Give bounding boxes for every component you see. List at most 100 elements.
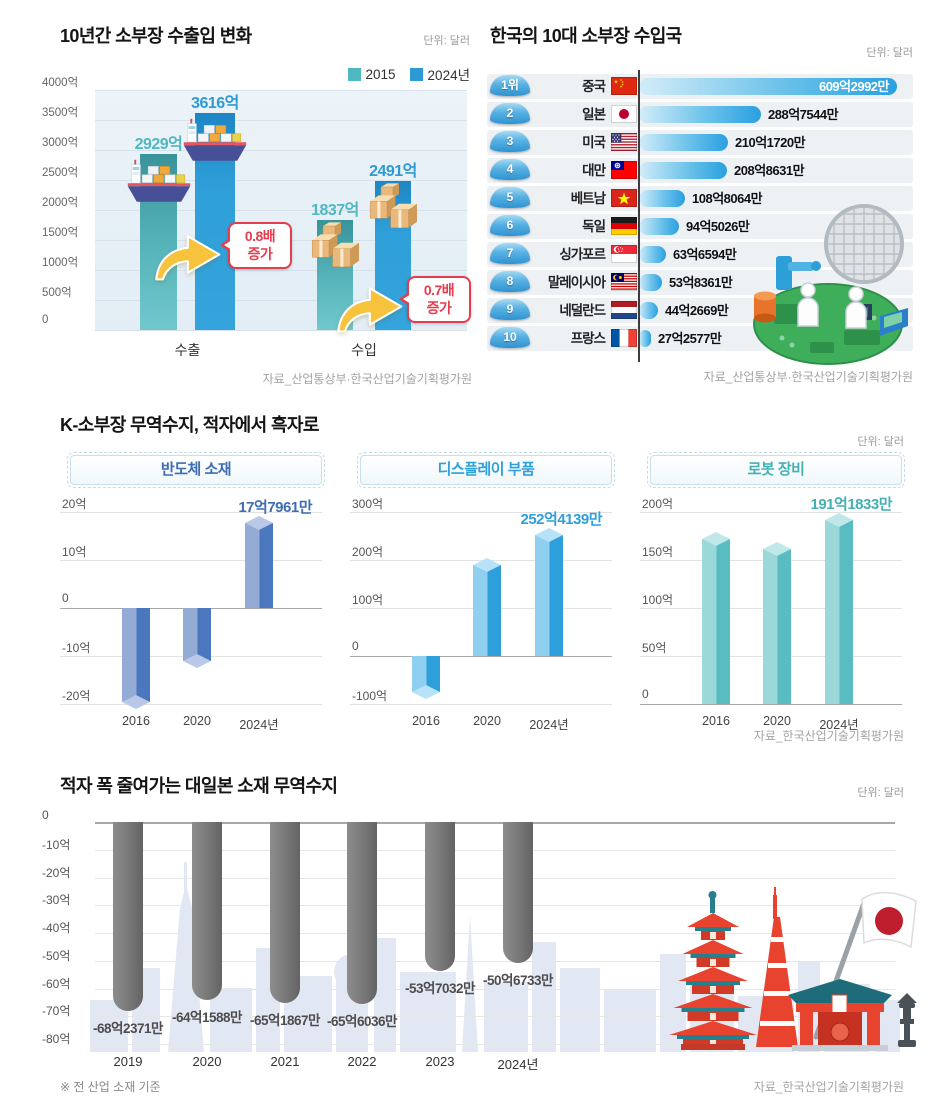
x-axis-label: 2023	[425, 1054, 455, 1069]
gridline	[95, 300, 467, 301]
y-axis-tick: 3000억	[42, 137, 79, 149]
flag-fr-icon	[611, 329, 637, 347]
country-name: 말레이시아	[547, 275, 606, 290]
flag-cn-icon	[611, 77, 637, 95]
flag-vn-icon	[611, 189, 637, 207]
y-axis-tick: 200억	[642, 497, 674, 511]
bar-top-face	[825, 513, 853, 527]
grouped-bar-chart: 4000억 3500억 3000억 2500억 2000억 1500억 1000억 500억 0…	[42, 77, 471, 358]
rank-row-대만: 4 대만 208억8631만	[487, 158, 913, 183]
bar-2016	[702, 532, 730, 704]
callout-line2: 증가	[247, 245, 273, 262]
y-axis-tick: 3500억	[42, 107, 79, 119]
bar-top-face	[245, 516, 273, 530]
category-label: 수입	[351, 342, 377, 358]
legend-swatch	[347, 67, 361, 81]
value-label: 288억7544만	[768, 107, 839, 122]
rank-badge: 4	[490, 159, 530, 180]
x-axis-label: 2020	[183, 714, 211, 728]
bar-2021	[270, 822, 300, 1003]
value-label: 53억8361만	[669, 275, 733, 290]
gridline	[350, 512, 612, 513]
ship-icon	[123, 156, 195, 213]
country-name: 베트남	[570, 191, 606, 206]
bar-value-label: -65억1867만	[250, 1013, 320, 1028]
gridline	[95, 960, 895, 962]
rank-badge: 8	[490, 271, 530, 292]
flag-my-icon	[611, 273, 637, 291]
y-axis-tick: -20억	[42, 865, 71, 880]
highlight-value-label: 191억1833만	[810, 496, 893, 513]
y-axis-tick: 50억	[642, 641, 667, 655]
x-axis-label: 2016	[412, 714, 440, 728]
x-axis-label: 2024년	[239, 718, 279, 732]
y-axis-tick: 1000억	[42, 257, 79, 269]
unit-label: 단위: 달러	[866, 47, 913, 59]
y-axis-tick: 150억	[642, 545, 674, 559]
highlight-value-label: 17억7961만	[238, 499, 312, 516]
legend-item: 2024년	[409, 64, 470, 84]
bar-2023	[425, 822, 455, 971]
legend-label: 2024년	[427, 68, 470, 83]
bar-2024년	[503, 822, 533, 963]
gridline	[95, 150, 467, 151]
y-axis-tick: -100억	[352, 689, 388, 703]
y-axis-tick: -80억	[42, 1032, 71, 1046]
bar-chart: 200억 150억 100억 50억 0 2016 2020 2024년 191억1833만	[640, 496, 902, 732]
bar-value-label: 2491억	[369, 163, 417, 180]
value-bar	[639, 162, 727, 179]
legend: 2015 2024년	[347, 64, 470, 84]
footnote: ※ 전 산업 소재 기준	[60, 1080, 161, 1094]
x-axis-label: 2016	[122, 714, 150, 728]
bar-value-label: -53억7032만	[405, 981, 475, 996]
bar-value-label: -64억1588만	[172, 1010, 242, 1025]
y-axis-tick: 1500억	[42, 227, 79, 239]
rank-row-중국: 1위 중국 609억2992만	[487, 74, 913, 99]
y-axis-tick: 200억	[352, 545, 384, 559]
gridline	[640, 512, 902, 513]
increase-arrow-icon	[329, 280, 409, 343]
source-label: 자료_산업통상부·한국산업기술기획평가원	[703, 370, 913, 384]
unit-label: 단위: 달러	[423, 35, 470, 47]
y-axis-tick: 300억	[352, 497, 384, 511]
gridline	[350, 704, 612, 705]
source-label: 자료_한국산업기술기획평가원	[753, 1080, 904, 1094]
value-bar	[639, 78, 897, 95]
section-top10-import-countries: 한국의 10대 소부장 수입국 단위: 달러 1위 중국 609억2992만 2 일본 2…	[487, 14, 913, 398]
panel-title-chip: 디스플레이 부품	[357, 452, 615, 488]
rank-badge: 5	[490, 187, 530, 208]
y-axis-tick: 0	[642, 687, 649, 701]
value-bar	[639, 274, 662, 291]
y-axis-tick: -10억	[42, 837, 71, 852]
panel-title-chip: 로봇 장비	[647, 452, 905, 488]
panel-title-chip: 반도체 소재	[67, 452, 325, 488]
rank-badge: 1위	[490, 75, 530, 96]
flag-us-icon	[611, 133, 637, 151]
gridline	[95, 90, 467, 91]
callout-line1: 0.7배	[423, 282, 455, 298]
axis-line	[638, 70, 640, 362]
y-axis-tick: -10억	[62, 641, 91, 655]
flag-tw-icon	[611, 161, 637, 179]
legend-swatch	[409, 67, 423, 81]
legend-label: 2015	[365, 66, 396, 82]
flag-sg-icon	[611, 245, 637, 263]
x-axis-label: 2024년	[819, 718, 859, 732]
y-axis-tick: -30억	[42, 893, 71, 908]
y-axis-tick: 10억	[62, 545, 87, 559]
bar-value-label: -68억2371만	[93, 1021, 163, 1036]
y-axis-tick: -40억	[42, 921, 71, 935]
bar-value-label: -65억6036만	[327, 1014, 397, 1029]
flag-jp-icon	[611, 105, 637, 123]
semiconductor-illustration	[751, 198, 913, 366]
x-axis-label: 2020	[192, 1054, 222, 1069]
gridline	[95, 210, 467, 211]
y-axis-tick: -20억	[62, 689, 91, 703]
country-name: 중국	[582, 79, 606, 94]
rank-badge: 6	[490, 215, 530, 236]
value-bar	[639, 302, 658, 319]
japan-landmarks-illustration	[668, 844, 920, 1052]
y-axis-tick: 20억	[62, 497, 87, 511]
gridline	[95, 877, 895, 879]
bar-top-face	[122, 695, 150, 709]
